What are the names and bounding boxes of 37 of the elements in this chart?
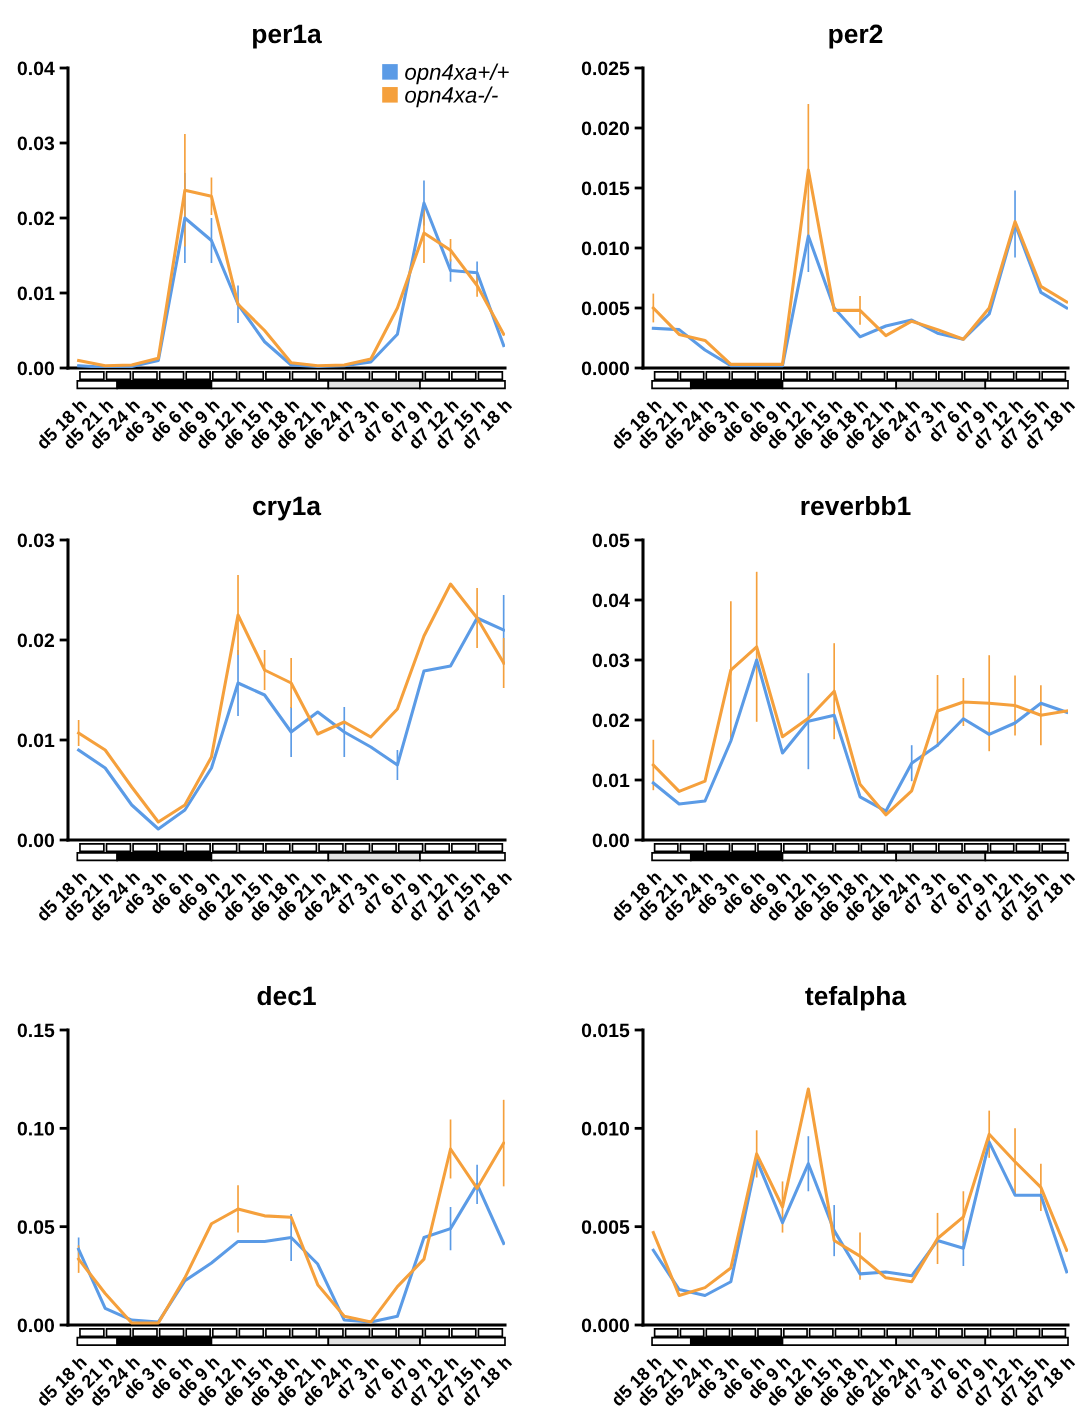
y-tick-label: 0.020 <box>581 121 630 136</box>
legend-label: opn4xa-/- <box>405 86 498 108</box>
y-tick-label: 0.01 <box>592 773 630 788</box>
y-tick-label: 0.15 <box>17 1023 55 1038</box>
y-tick-label: 0.03 <box>592 653 630 668</box>
y-tick-label: 0.03 <box>17 533 55 548</box>
y-tick-label: 0.04 <box>592 593 630 608</box>
y-tick-label: 0.025 <box>581 61 630 76</box>
y-tick-label: 0.04 <box>17 61 55 76</box>
y-tick-label: 0.015 <box>581 181 630 196</box>
chart-title: cry1a <box>253 496 322 521</box>
y-tick-label: 0.00 <box>17 1318 55 1333</box>
y-tick-label: 0.000 <box>581 1318 630 1333</box>
y-tick-label: 0.03 <box>17 136 55 151</box>
y-tick-label: 0.005 <box>581 1220 630 1234</box>
y-tick-label: 0.01 <box>17 286 55 301</box>
y-tick-label: 0.010 <box>581 241 630 256</box>
chart-title: tefalpha <box>805 985 907 1011</box>
y-tick-label: 0.010 <box>581 1121 630 1136</box>
y-tick-label: 0.00 <box>17 361 55 376</box>
y-tick-label: 0.015 <box>581 1023 630 1038</box>
chart-title: dec1 <box>257 985 316 1006</box>
y-tick-label: 0.00 <box>17 833 55 848</box>
chart-title: per1a <box>253 24 322 49</box>
y-tick-label: 0.02 <box>17 633 55 648</box>
chart-title: reverbb1 <box>801 495 911 516</box>
y-tick-label: 0.05 <box>592 533 630 548</box>
y-tick-label: 0.10 <box>17 1121 55 1136</box>
y-tick-label: 0.02 <box>592 713 630 728</box>
y-tick-label: 0.05 <box>17 1220 55 1234</box>
y-tick-label: 0.000 <box>581 361 630 376</box>
y-tick-label: 0.01 <box>17 733 55 748</box>
y-tick-label: 0.00 <box>592 833 630 848</box>
chart-title: per2 <box>829 24 883 49</box>
y-tick-label: 0.02 <box>17 211 55 226</box>
y-tick-label: 0.005 <box>581 301 630 316</box>
legend-label: opn4xa+/+ <box>405 63 509 85</box>
